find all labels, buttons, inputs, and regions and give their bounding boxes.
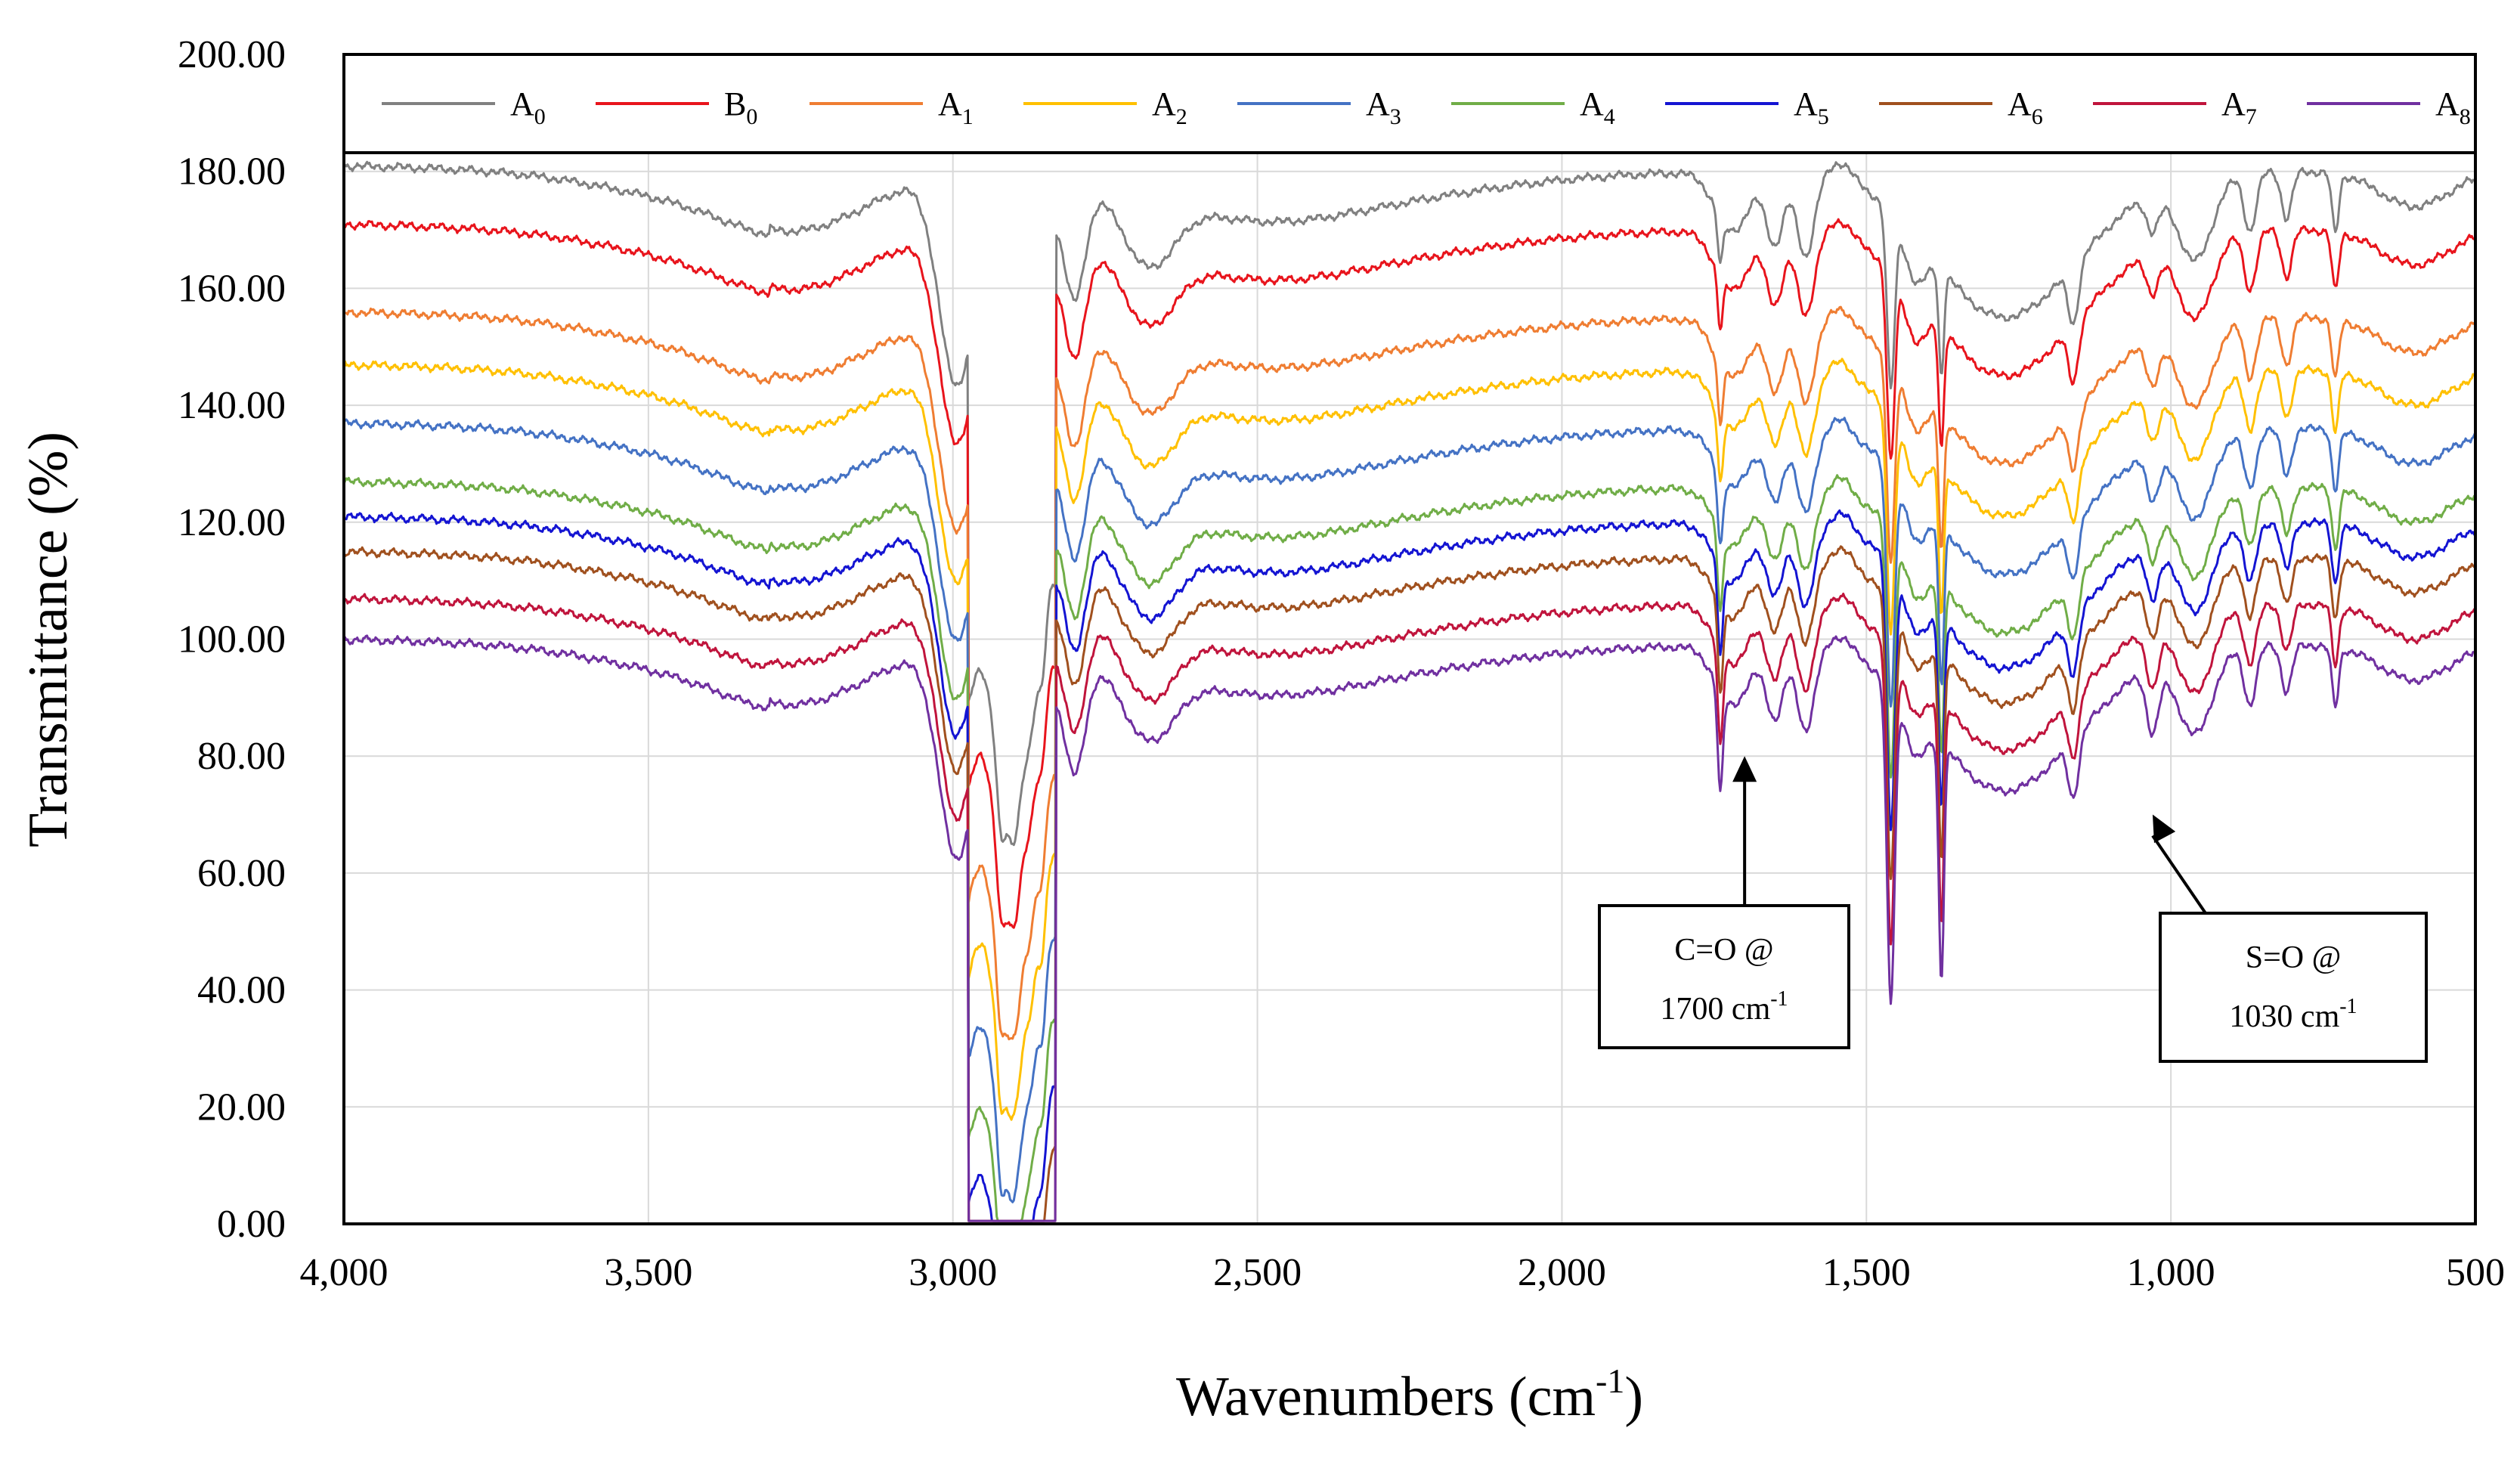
y-tick-label: 100.00 [178,618,286,661]
annotation-box [2159,912,2428,1063]
x-tick-label: 3,000 [909,1251,997,1294]
x-tick-label: 1,000 [2127,1251,2215,1294]
series-line-a6 [342,545,2476,1222]
legend-label: A6 [2008,85,2043,129]
legend-label: A5 [1794,85,1829,129]
annotation-label: S=O @ [2246,940,2342,975]
series-line-a7 [343,593,2477,1222]
annotation-arrow-head [1732,756,1757,782]
legend-label: A3 [1366,85,1401,129]
legend-label: A0 [510,85,546,129]
x-tick-label: 1,500 [1822,1251,1911,1294]
x-tick-label: 2,500 [1213,1251,1302,1294]
annotation-label: C=O @ [1674,933,1773,968]
annotations: C=O @ 1700 cm-1 S=O @ 1030 cm-1 [1598,756,2428,1063]
annotation-arrow-line [2151,835,2207,915]
y-axis-ticks: 0.00 20.00 40.00 60.00 80.00 100.00 120.00 140.… [178,33,286,1246]
annotation-wavenumber: 1700 cm-1 [1660,987,1788,1027]
y-tick-label: 0.00 [217,1203,286,1246]
y-tick-label: 60.00 [197,852,286,895]
legend: A0 B0 A1 A2 A3 A4 A5 A6 A7 A8 [342,53,2477,154]
series-line-b0 [342,218,2477,929]
x-tick-label: 4,000 [300,1251,389,1294]
x-axis-ticks: 4,000 3,500 3,000 2,500 2,000 1,500 1,000 500 [300,1251,2506,1294]
legend-label: A2 [1152,85,1187,129]
legend-label: A1 [938,85,974,129]
y-tick-label: 180.00 [178,150,286,194]
y-tick-label: 160.00 [178,267,286,310]
y-tick-label: 140.00 [178,384,286,427]
legend-label: A8 [2435,85,2471,129]
annotation-wavenumber: 1030 cm-1 [2229,995,2357,1034]
legend-label: B0 [724,85,757,129]
grid-lines [344,54,2475,1224]
annotation-box [1598,904,1850,1049]
x-tick-label: 2,000 [1518,1251,1606,1294]
y-axis-title: Transmittance (%) [17,432,79,847]
y-tick-label: 200.00 [178,33,286,76]
series-line-a2 [343,358,2476,1121]
series-line-a0 [342,160,2477,847]
series-line-a1 [343,305,2477,1041]
annotation-arrow-head [2152,814,2176,844]
x-tick-label: 500 [2446,1251,2505,1294]
y-tick-label: 120.00 [178,501,286,544]
x-tick-label: 3,500 [604,1251,692,1294]
spectra-series [342,160,2477,1222]
y-tick-label: 40.00 [197,969,286,1012]
legend-label: A4 [1580,85,1615,129]
legend-label: A7 [2221,85,2257,129]
y-tick-label: 80.00 [197,735,286,778]
series-line-a8 [342,634,2477,1222]
y-tick-label: 20.00 [197,1086,286,1129]
series-line-a3 [342,417,2477,1203]
series-line-a5 [342,509,2477,1222]
x-axis-title: Wavenumbers (cm-1) [1176,1361,1643,1428]
series-line-a4 [342,474,2476,1222]
